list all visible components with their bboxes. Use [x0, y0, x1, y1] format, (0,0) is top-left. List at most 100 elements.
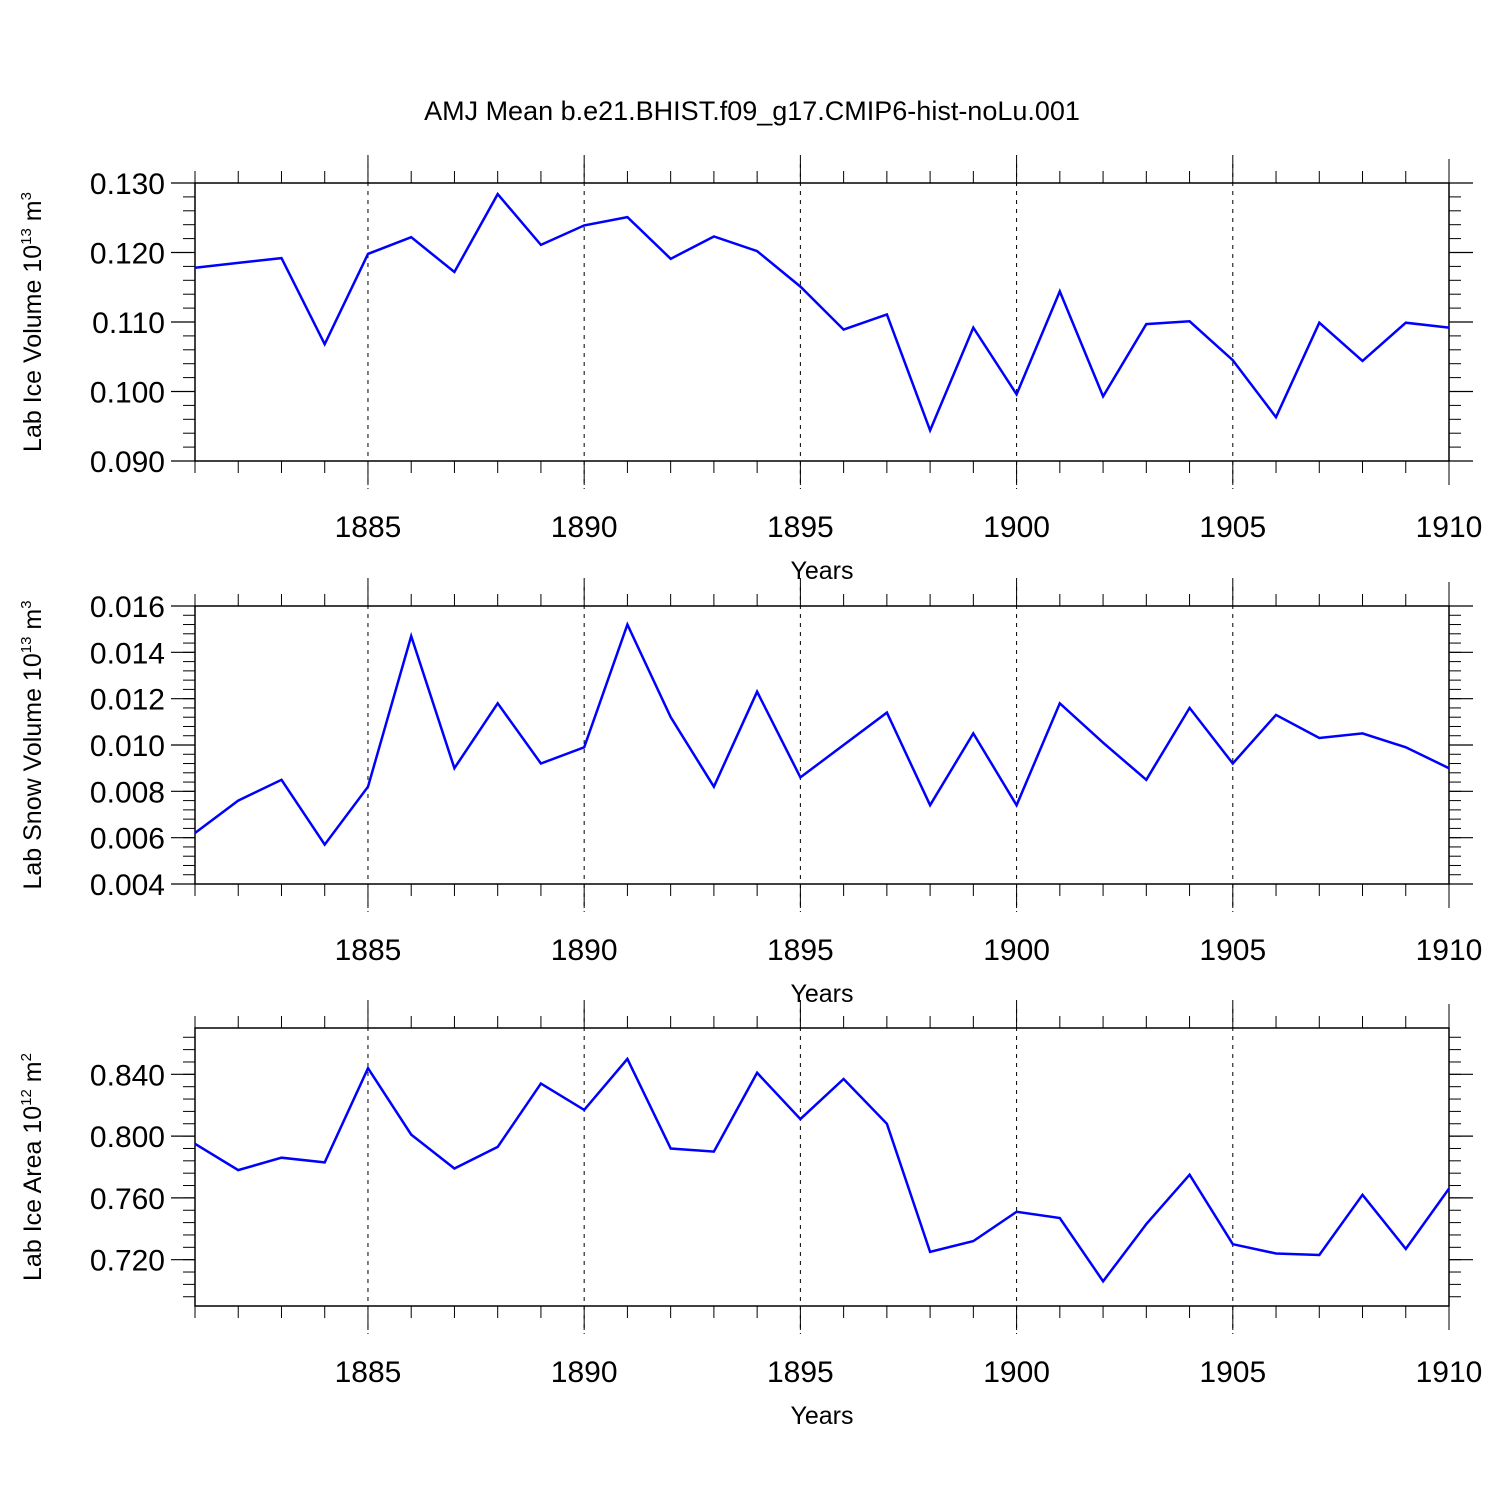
data-point — [625, 215, 629, 219]
y-tick-label: 0.760 — [90, 1183, 165, 1216]
data-point — [669, 715, 673, 719]
x-tick-label: 1910 — [1416, 1356, 1483, 1389]
plot-frame — [194, 182, 1450, 462]
data-point — [452, 1167, 456, 1171]
data-point — [1231, 358, 1235, 362]
series-line — [194, 1056, 1451, 1284]
data-point — [323, 843, 327, 847]
data-point — [1015, 392, 1019, 396]
data-point — [279, 778, 283, 782]
y-tick-label: 0.010 — [90, 730, 165, 763]
data-point — [366, 252, 370, 256]
data-point — [409, 235, 413, 239]
data-point — [1144, 322, 1148, 326]
x-tick-label: 1895 — [767, 511, 834, 544]
data-point — [928, 1250, 932, 1254]
data-point — [1188, 1173, 1192, 1177]
data-point — [928, 428, 932, 432]
data-point — [1274, 1251, 1278, 1255]
x-tick-label: 1900 — [983, 511, 1050, 544]
data-point — [1361, 1193, 1365, 1197]
data-point — [712, 785, 716, 789]
x-tick-label: 1910 — [1416, 934, 1483, 967]
y-tick-label: 0.016 — [90, 591, 165, 624]
data-point — [1404, 745, 1408, 749]
data-point — [1101, 741, 1105, 745]
x-tick-label: 1885 — [335, 1356, 402, 1389]
y-tick-label: 0.800 — [90, 1121, 165, 1154]
plot-frame — [194, 605, 1450, 885]
x-axis-label: Years — [790, 557, 853, 585]
data-point — [1058, 289, 1062, 293]
data-point — [582, 745, 586, 749]
data-point — [842, 328, 846, 332]
data-point — [236, 261, 240, 265]
data-point — [928, 803, 932, 807]
x-tick-label: 1895 — [767, 934, 834, 967]
x-tick-label: 1900 — [983, 934, 1050, 967]
data-point — [1188, 319, 1192, 323]
data-point — [1101, 394, 1105, 398]
data-point — [798, 1117, 802, 1121]
data-point — [798, 285, 802, 289]
data-point — [1144, 1222, 1148, 1226]
data-point — [1317, 736, 1321, 740]
data-point — [193, 266, 197, 270]
x-tick-label: 1895 — [767, 1356, 834, 1389]
y-tick-label: 0.006 — [90, 823, 165, 856]
data-point — [971, 326, 975, 330]
data-point — [193, 831, 197, 835]
y-tick-label: 0.012 — [90, 684, 165, 717]
data-point — [1015, 1210, 1019, 1214]
data-point — [1274, 415, 1278, 419]
data-point — [582, 223, 586, 227]
data-point — [1274, 713, 1278, 717]
data-point — [755, 690, 759, 694]
data-point — [1015, 803, 1019, 807]
data-point — [712, 1150, 716, 1154]
y-tick-label: 0.720 — [90, 1245, 165, 1278]
x-tick-label: 1885 — [335, 934, 402, 967]
data-point — [1101, 1279, 1105, 1283]
data-point — [496, 701, 500, 705]
y-tick-label: 0.090 — [90, 446, 165, 479]
data-point — [409, 1133, 413, 1137]
y-tick-label: 0.014 — [90, 637, 165, 670]
data-point — [539, 1082, 543, 1086]
data-point — [409, 634, 413, 638]
data-point — [582, 1108, 586, 1112]
panel-2: 0.004 0.006 0.008 0.010 0.012 0.014 0.016 1885 1… — [18, 578, 1482, 1008]
y-tick-label: 0.840 — [90, 1059, 165, 1092]
y-tick-label: 0.100 — [90, 377, 165, 410]
data-point — [496, 192, 500, 196]
data-point — [1447, 766, 1451, 770]
data-point — [842, 743, 846, 747]
data-point — [712, 235, 716, 239]
x-tick-label: 1890 — [551, 934, 618, 967]
data-point — [971, 1239, 975, 1243]
panel-3: 0.720 0.760 0.800 0.840 1885 1890 1895 1900 1905… — [18, 1000, 1482, 1430]
data-point — [1447, 1187, 1451, 1191]
data-point — [1188, 706, 1192, 710]
x-tick-label: 1890 — [551, 511, 618, 544]
x-tick-label: 1890 — [551, 1356, 618, 1389]
data-point — [539, 243, 543, 247]
data-point — [1058, 1216, 1062, 1220]
x-axis-label: Years — [790, 980, 853, 1008]
data-point — [366, 1066, 370, 1070]
data-point — [323, 342, 327, 346]
data-point — [1317, 321, 1321, 325]
panels-group: 0.090 0.100 0.110 0.120 0.130 1885 1890 1895 190… — [18, 155, 1482, 1430]
x-axis-label: Years — [790, 1402, 853, 1430]
data-point — [755, 249, 759, 253]
x-tick-label: 1905 — [1199, 1356, 1266, 1389]
y-tick-label: 0.120 — [90, 238, 165, 271]
x-tick-label: 1905 — [1199, 511, 1266, 544]
data-point — [1404, 1247, 1408, 1251]
y-axis-label: Lab Ice Volume 1013 m3 — [18, 192, 47, 452]
data-point — [1144, 778, 1148, 782]
data-point — [1361, 359, 1365, 363]
data-point — [1361, 731, 1365, 735]
panel-1: 0.090 0.100 0.110 0.120 0.130 1885 1890 1895 190… — [18, 155, 1482, 585]
